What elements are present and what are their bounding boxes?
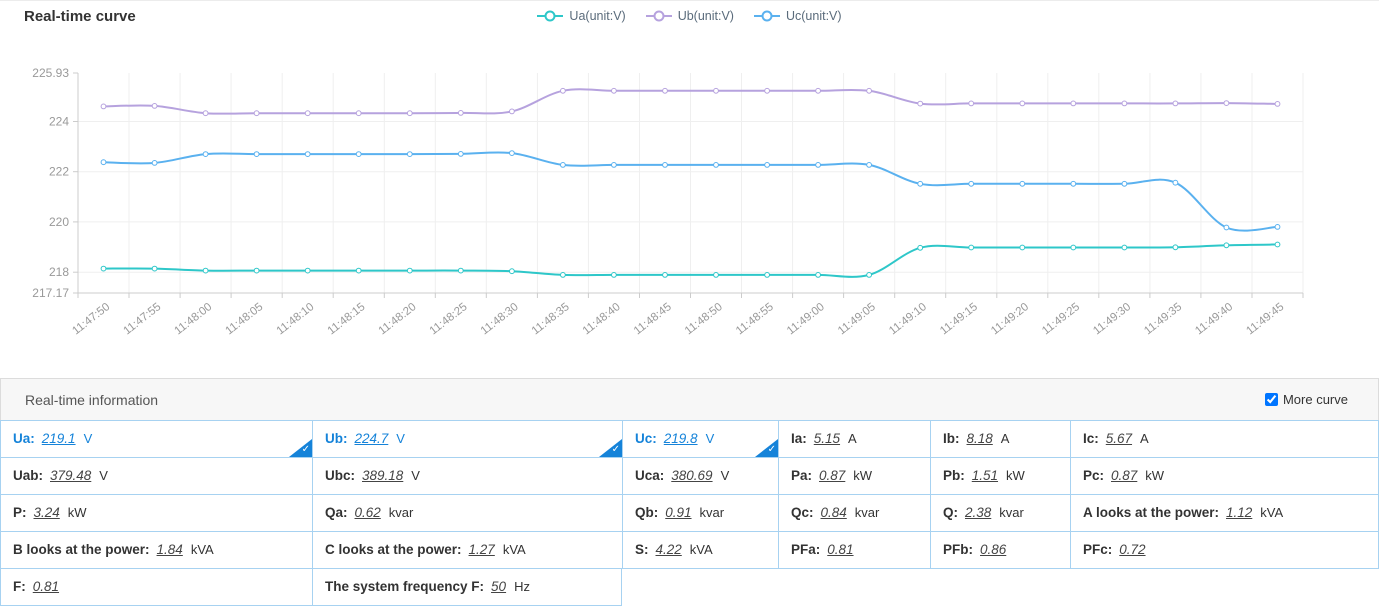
check-icon: ✓ [301,444,310,455]
legend-item-uc[interactable]: Uc(unit:V) [753,9,842,23]
legend-marker-icon [645,10,672,22]
more-curve-toggle[interactable]: More curve [1264,392,1348,407]
table-row: Ua: 219.1 V ✓ Ub: 224.7 V ✓ Uc: 219.8 V ✓ Ia: 5… [0,421,1379,458]
svg-text:11:49:00: 11:49:00 [785,301,827,337]
cell-qc[interactable]: Qc: 0.84 kvar [778,495,930,532]
legend-label: Ua(unit:V) [569,9,626,23]
svg-text:11:49:30: 11:49:30 [1091,301,1133,337]
cell-p[interactable]: P: 3.24 kW [0,495,312,532]
cell-ia[interactable]: Ia: 5.15 A [778,421,930,458]
more-curve-label: More curve [1282,392,1348,407]
cell-ua[interactable]: Ua: 219.1 V ✓ [0,421,312,458]
cell-q[interactable]: Q: 2.38 kvar [930,495,1070,532]
cell-pfa[interactable]: PFa: 0.81 [778,532,930,569]
svg-text:11:49:45: 11:49:45 [1244,301,1286,337]
legend-item-ua[interactable]: Ua(unit:V) [537,9,626,23]
check-icon: ✓ [767,444,776,455]
more-curve-checkbox[interactable] [1264,393,1278,406]
cell-apparent-power-c[interactable]: C looks at the power: 1.27 kVA [312,532,622,569]
svg-text:220: 220 [49,215,69,229]
cell-apparent-power-b[interactable]: B looks at the power: 1.84 kVA [0,532,312,569]
legend-label: Uc(unit:V) [785,9,842,23]
cell-ib[interactable]: Ib: 8.18 A [930,421,1070,458]
table-row: F: 0.81 The system frequency F: 50 Hz [0,569,1379,606]
legend-item-ub[interactable]: Ub(unit:V) [645,9,734,23]
table-row: B looks at the power: 1.84 kVA C looks at … [0,532,1379,569]
table-row: P: 3.24 kW Qa: 0.62 kvar Qb: 0.91 kvar Qc: 0.84… [0,495,1379,532]
svg-text:11:48:05: 11:48:05 [223,301,265,337]
cell-pfb[interactable]: PFb: 0.86 [930,532,1070,569]
cell-uca[interactable]: Uca: 380.69 V [622,458,778,495]
svg-text:11:48:55: 11:48:55 [734,301,776,337]
svg-text:11:48:00: 11:48:00 [172,301,214,337]
cell-uc[interactable]: Uc: 219.8 V ✓ [622,421,778,458]
svg-text:224: 224 [49,115,69,129]
svg-text:11:49:10: 11:49:10 [887,301,929,337]
check-icon: ✓ [611,444,620,455]
cell-pfc[interactable]: PFc: 0.72 [1070,532,1379,569]
cell-pb[interactable]: Pb: 1.51 kW [930,458,1070,495]
chart-legend: Ua(unit:V) Ub(unit:V) Uc(unit:V) [0,9,1379,23]
cell-pc[interactable]: Pc: 0.87 kW [1070,458,1379,495]
cell-qa[interactable]: Qa: 0.62 kvar [312,495,622,532]
svg-text:11:49:05: 11:49:05 [836,301,878,337]
svg-text:11:49:25: 11:49:25 [1040,301,1082,337]
cell-f[interactable]: F: 0.81 [0,569,312,606]
svg-text:11:49:15: 11:49:15 [938,301,980,337]
svg-text:11:48:10: 11:48:10 [275,301,317,337]
svg-text:11:48:20: 11:48:20 [377,301,419,337]
svg-text:11:48:35: 11:48:35 [530,301,572,337]
realtime-information-table: Ua: 219.1 V ✓ Ub: 224.7 V ✓ Uc: 219.8 V ✓ Ia: 5… [0,420,1379,606]
cell-uab[interactable]: Uab: 379.48 V [0,458,312,495]
svg-text:11:48:30: 11:48:30 [479,301,521,337]
svg-text:11:49:20: 11:49:20 [989,301,1031,337]
selected-corner [599,439,622,457]
svg-text:218: 218 [49,265,69,279]
cell-system-frequency[interactable]: The system frequency F: 50 Hz [312,569,622,606]
svg-text:225.93: 225.93 [32,66,69,80]
realtime-curve-card: 225.93 224 222 220 218 217.17 11:47:50 11:47:55… [0,1,1379,373]
realtime-information-title: Real-time information [25,391,159,408]
cell-apparent-power-a[interactable]: A looks at the power: 1.12 kVA [1070,495,1379,532]
cell-ic[interactable]: Ic: 5.67 A [1070,421,1379,458]
table-row: Uab: 379.48 V Ubc: 389.18 V Uca: 380.69 V Pa: 0… [0,458,1379,495]
selected-corner [755,439,778,457]
chart-title: Real-time curve [24,8,136,25]
svg-text:11:48:40: 11:48:40 [581,301,623,337]
cell-ubc[interactable]: Ubc: 389.18 V [312,458,622,495]
svg-text:11:48:45: 11:48:45 [632,301,674,337]
svg-text:11:48:25: 11:48:25 [428,301,470,337]
svg-text:11:48:50: 11:48:50 [683,301,725,337]
svg-text:217.17: 217.17 [32,286,69,300]
svg-text:11:47:55: 11:47:55 [121,301,163,337]
svg-text:11:48:15: 11:48:15 [326,301,368,337]
cell-s[interactable]: S: 4.22 kVA [622,532,778,569]
cell-pa[interactable]: Pa: 0.87 kW [778,458,930,495]
svg-text:11:47:50: 11:47:50 [70,301,112,337]
legend-marker-icon [537,10,564,22]
cell-qb[interactable]: Qb: 0.91 kvar [622,495,778,532]
svg-text:11:49:35: 11:49:35 [1142,301,1184,337]
legend-label: Ub(unit:V) [677,9,734,23]
legend-marker-icon [753,10,780,22]
svg-text:222: 222 [49,165,69,179]
cell-ub[interactable]: Ub: 224.7 V ✓ [312,421,622,458]
selected-corner [289,439,312,457]
realtime-information-header: Real-time information More curve [0,378,1379,420]
svg-text:11:49:40: 11:49:40 [1193,301,1235,337]
